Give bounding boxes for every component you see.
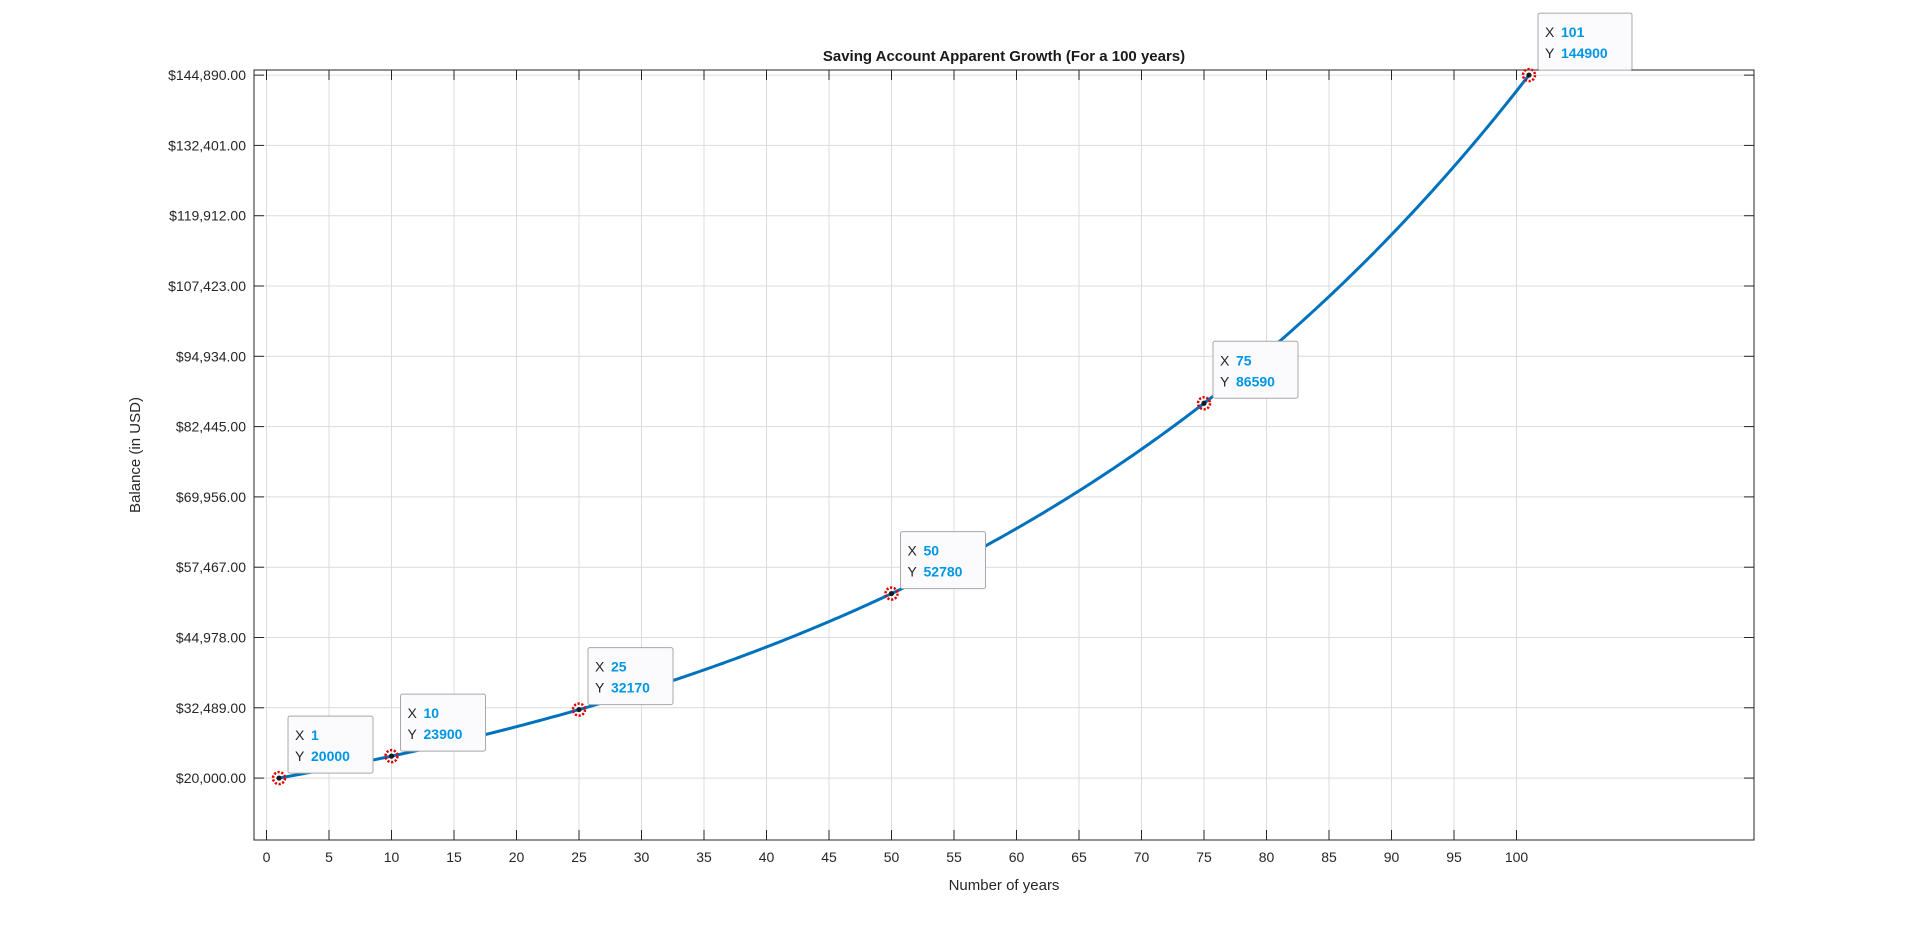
ticks: 0 5 10 15 20 25 30 35 40 45 50 55 60 65 70 75 80 85 90 95 10… bbox=[168, 67, 1754, 865]
datatip-box bbox=[1537, 12, 1633, 71]
x-tick-label: 5 bbox=[325, 849, 333, 865]
datatip-box bbox=[400, 693, 486, 752]
datatip-x-label: X bbox=[1220, 352, 1230, 368]
x-tick-label: 0 bbox=[263, 849, 271, 865]
datatip-y-value: 144900 bbox=[1561, 45, 1608, 61]
datatip[interactable]: X 50 Y 52780 bbox=[884, 531, 986, 601]
x-tick-label: 10 bbox=[384, 849, 400, 865]
x-tick-label: 15 bbox=[446, 849, 462, 865]
datatip-x-value: 75 bbox=[1236, 352, 1252, 368]
datatip-marker bbox=[884, 586, 899, 601]
datatip-y-label: Y bbox=[1220, 373, 1230, 389]
datatip[interactable]: X 75 Y 86590 bbox=[1196, 340, 1299, 411]
datatip-y-label: Y bbox=[908, 564, 918, 580]
x-tick-label: 70 bbox=[1134, 849, 1150, 865]
x-tick-label: 80 bbox=[1259, 849, 1275, 865]
y-tick-label: $57,467.00 bbox=[176, 559, 246, 575]
datatip-marker bbox=[384, 748, 399, 764]
datatip-x-value: 1 bbox=[311, 727, 319, 743]
y-tick-label: $94,934.00 bbox=[176, 348, 246, 364]
x-axis-label: Number of years bbox=[949, 877, 1060, 894]
x-tick-label: 75 bbox=[1196, 849, 1212, 865]
datatip-marker-dot bbox=[276, 775, 282, 781]
datatip-x-value: 101 bbox=[1561, 24, 1585, 40]
datatip-y-value: 20000 bbox=[311, 748, 350, 764]
datatip[interactable]: X 1Y 20000 bbox=[271, 715, 374, 786]
datatip-box bbox=[900, 531, 986, 590]
y-tick-label: $69,956.00 bbox=[176, 489, 246, 505]
datatip-x-value: 50 bbox=[924, 543, 940, 559]
datatip-x-label: X bbox=[908, 543, 918, 559]
datatip-y-value: 52780 bbox=[924, 564, 963, 580]
x-tick-label: 95 bbox=[1446, 849, 1462, 865]
datatip-marker bbox=[1521, 67, 1537, 83]
datatip-y-value: 86590 bbox=[1236, 373, 1275, 389]
y-tick-label: $144,890.00 bbox=[168, 67, 246, 83]
datatip-y-label: Y bbox=[595, 680, 605, 696]
datatip[interactable]: X 10 Y 23900 bbox=[384, 693, 486, 764]
datatip-box bbox=[287, 715, 374, 774]
y-tick-label: $107,423.00 bbox=[168, 278, 246, 294]
y-tick-label: $119,912.00 bbox=[169, 208, 246, 224]
plot-area bbox=[253, 69, 1755, 841]
datatip[interactable]: X 101 Y 144900 bbox=[1521, 12, 1633, 83]
datatip-marker bbox=[1196, 396, 1212, 411]
datatip-marker-dot bbox=[1201, 400, 1207, 406]
x-tick-label: 55 bbox=[946, 849, 962, 865]
datatip-marker-dot bbox=[1526, 72, 1532, 78]
x-tick-label: 20 bbox=[509, 849, 525, 865]
datatip-y-label: Y bbox=[295, 748, 305, 764]
datatip[interactable]: X 25 Y 32170 bbox=[571, 647, 674, 717]
datatip-marker-dot bbox=[388, 753, 395, 759]
chart-title: Saving Account Apparent Growth (For a 10… bbox=[823, 48, 1185, 65]
datatip-x-label: X bbox=[1545, 24, 1555, 40]
x-tick-label: 25 bbox=[571, 849, 587, 865]
datatip-marker bbox=[271, 770, 287, 786]
datatip-marker bbox=[571, 702, 587, 717]
datatip-y-label: Y bbox=[1545, 45, 1555, 61]
datatip-x-label: X bbox=[295, 727, 305, 743]
y-axis-label: Balance (in USD) bbox=[127, 397, 144, 513]
x-tick-label: 60 bbox=[1009, 849, 1025, 865]
datatip-box bbox=[1212, 340, 1299, 399]
y-tick-label: $32,489.00 bbox=[176, 700, 246, 716]
y-tick-label: $20,000.00 bbox=[176, 770, 246, 786]
x-tick-label: 50 bbox=[884, 849, 900, 865]
datatip-box bbox=[587, 647, 674, 706]
datatip-y-label: Y bbox=[408, 726, 418, 742]
datatip-y-value: 32170 bbox=[611, 680, 650, 696]
datatip-x-label: X bbox=[408, 705, 418, 721]
x-tick-label: 30 bbox=[634, 849, 650, 865]
x-tick-label: 35 bbox=[696, 849, 712, 865]
datatip-marker-dot bbox=[576, 706, 582, 713]
datatip-x-value: 10 bbox=[424, 705, 440, 721]
y-tick-label: $132,401.00 bbox=[168, 137, 246, 153]
x-tick-label: 90 bbox=[1384, 849, 1400, 865]
x-tick-label: 100 bbox=[1505, 849, 1529, 865]
y-tick-label: $82,445.00 bbox=[176, 419, 246, 435]
x-tick-label: 65 bbox=[1071, 849, 1087, 865]
datatip-x-value: 25 bbox=[611, 659, 627, 675]
y-tick-label: $44,978.00 bbox=[176, 629, 246, 645]
x-tick-label: 40 bbox=[759, 849, 775, 865]
x-tick-label: 85 bbox=[1321, 849, 1337, 865]
datatip-x-label: X bbox=[595, 659, 605, 675]
datatip-marker-dot bbox=[888, 590, 895, 597]
datatip-y-value: 23900 bbox=[424, 726, 463, 742]
grid-layer bbox=[254, 70, 1754, 840]
x-tick-label: 45 bbox=[821, 849, 837, 865]
